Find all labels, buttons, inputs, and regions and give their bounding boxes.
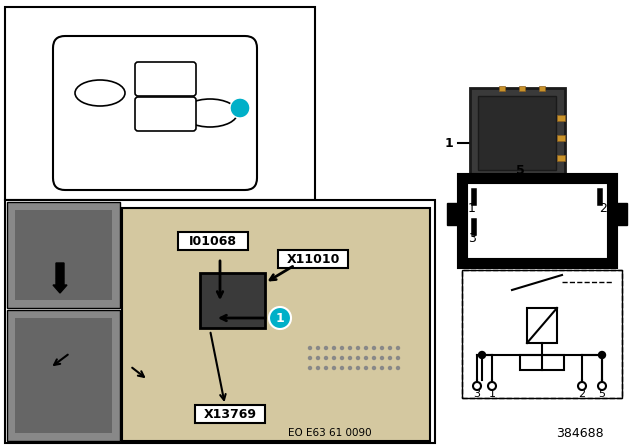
Circle shape: [349, 357, 351, 359]
Circle shape: [365, 346, 367, 349]
Circle shape: [365, 366, 367, 370]
Circle shape: [317, 346, 319, 349]
Text: 3: 3: [468, 232, 476, 245]
Circle shape: [308, 346, 312, 349]
Bar: [15, 210, 112, 300]
Circle shape: [317, 366, 319, 370]
Text: 1: 1: [445, 137, 453, 150]
Circle shape: [381, 357, 383, 359]
FancyBboxPatch shape: [135, 97, 196, 131]
Circle shape: [388, 357, 392, 359]
FancyBboxPatch shape: [53, 36, 257, 190]
Text: 384688: 384688: [556, 426, 604, 439]
Bar: [462, 270, 622, 398]
Circle shape: [598, 352, 605, 358]
Circle shape: [308, 357, 312, 359]
Bar: [195, 405, 265, 423]
Bar: [612, 203, 627, 225]
Circle shape: [356, 366, 360, 370]
Bar: [539, 86, 545, 91]
Circle shape: [308, 366, 312, 370]
Circle shape: [598, 382, 606, 390]
Text: 1: 1: [488, 389, 495, 399]
Circle shape: [365, 357, 367, 359]
Bar: [200, 273, 265, 328]
Circle shape: [324, 346, 328, 349]
Bar: [7, 310, 120, 441]
Circle shape: [488, 382, 496, 390]
Circle shape: [578, 382, 586, 390]
Text: 2: 2: [579, 389, 586, 399]
Circle shape: [372, 357, 376, 359]
Circle shape: [324, 366, 328, 370]
Text: EO E63 61 0090: EO E63 61 0090: [288, 428, 372, 438]
Circle shape: [340, 346, 344, 349]
Bar: [447, 203, 462, 225]
Circle shape: [269, 307, 291, 329]
FancyArrow shape: [53, 263, 67, 293]
Circle shape: [372, 346, 376, 349]
Text: 2: 2: [599, 202, 607, 215]
Text: 1: 1: [276, 311, 284, 324]
Bar: [499, 86, 505, 91]
Bar: [7, 202, 120, 308]
Ellipse shape: [182, 99, 237, 127]
Circle shape: [349, 366, 351, 370]
Circle shape: [397, 357, 399, 359]
FancyBboxPatch shape: [135, 62, 196, 96]
Bar: [462, 178, 612, 263]
Circle shape: [340, 357, 344, 359]
Bar: [519, 86, 525, 91]
Circle shape: [317, 357, 319, 359]
Text: 1: 1: [468, 202, 476, 215]
Circle shape: [397, 346, 399, 349]
Text: 5: 5: [516, 164, 524, 177]
Circle shape: [333, 366, 335, 370]
Text: 1: 1: [236, 103, 244, 113]
Circle shape: [381, 346, 383, 349]
Bar: [557, 155, 565, 161]
Circle shape: [349, 346, 351, 349]
Circle shape: [479, 352, 486, 358]
Circle shape: [356, 357, 360, 359]
Bar: [5, 7, 315, 200]
Bar: [122, 208, 430, 441]
Circle shape: [230, 98, 250, 118]
Bar: [278, 250, 348, 268]
Circle shape: [324, 357, 328, 359]
Ellipse shape: [75, 80, 125, 106]
Bar: [557, 135, 565, 141]
Bar: [5, 200, 435, 443]
Circle shape: [372, 366, 376, 370]
Bar: [178, 232, 248, 250]
Bar: [470, 88, 565, 178]
Circle shape: [473, 382, 481, 390]
Text: 5: 5: [598, 389, 605, 399]
Text: X13769: X13769: [204, 408, 257, 421]
Bar: [527, 308, 557, 343]
Circle shape: [333, 346, 335, 349]
Circle shape: [397, 366, 399, 370]
Circle shape: [333, 357, 335, 359]
Bar: [462, 270, 622, 398]
Circle shape: [356, 346, 360, 349]
Circle shape: [388, 346, 392, 349]
Circle shape: [381, 366, 383, 370]
Text: X11010: X11010: [286, 253, 340, 266]
Text: I01068: I01068: [189, 234, 237, 247]
Bar: [520, 355, 564, 370]
Text: 3: 3: [474, 389, 481, 399]
Circle shape: [388, 366, 392, 370]
Bar: [557, 115, 565, 121]
Bar: [15, 318, 112, 433]
Bar: [478, 96, 556, 170]
Circle shape: [340, 366, 344, 370]
